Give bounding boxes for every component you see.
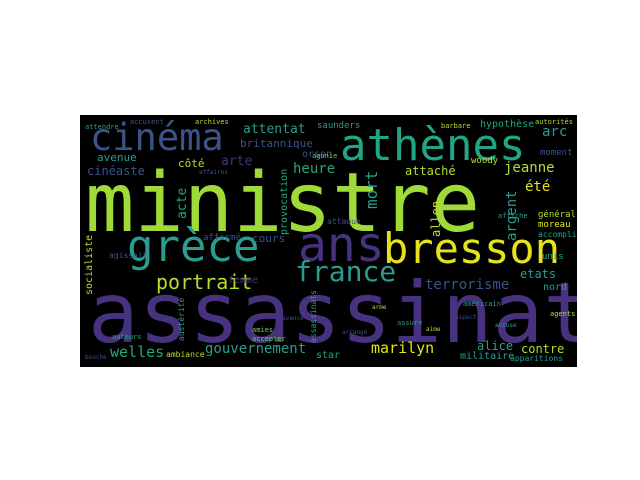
word-aime: aime [426,326,441,333]
word-grece: grèce [127,221,260,272]
word-assassinats: assassinats [309,290,318,343]
word-militaire: militaire [460,351,515,362]
word-americain: américain [463,300,501,308]
word-ans: ans [298,217,385,273]
word-agents: agents [550,310,576,318]
word-france: france [295,255,397,288]
word-nord: nord [543,282,568,293]
word-autorites: autorités [535,118,573,126]
word-attache: attaché [405,164,456,178]
word-bouche: bouche [85,354,107,361]
word-bresson: bresson [383,224,561,273]
word-avance: avance [282,315,304,322]
word-cinema: cinéma [90,116,224,159]
word-hypothese: hypothèse [480,119,535,130]
word-accepter: accepter [252,335,286,343]
word-arrange: arrangé [342,329,368,336]
word-affiche: affiche [498,212,528,220]
word-amies: amies [252,326,274,334]
word-accusent: accusent [130,118,164,126]
word-assure: assuré [397,319,423,327]
word-affirme: affirmé [203,233,241,243]
word-moreau: moreau [538,220,571,230]
word-allen: allen [429,200,443,237]
word-femme: femme [228,275,259,286]
word-general: général [538,210,576,220]
word-contre: contre [521,342,565,356]
word-accuse: accuse [495,322,517,329]
word-arme: arme [372,304,387,311]
word-portrait: portrait [156,270,253,294]
word-ministre: ministre [85,156,480,251]
word-cours: cours [252,232,286,245]
word-gouvernement: gouvernement [205,341,307,357]
word-etats: etats [520,267,557,281]
word-saunders: saunders [317,121,361,131]
word-heure: heure [293,161,336,177]
word-argent: argent [504,190,520,241]
word-star: star [316,350,341,361]
word-ete: été [525,179,551,195]
word-attentat: attentat [243,122,306,137]
word-austerite: austérité [177,297,186,341]
word-aspect: aspect [455,314,477,321]
word-archives: archives [195,118,229,126]
word-auteurs: auteurs [112,333,142,341]
word-ambiance: ambiance [166,350,205,359]
word-acte: acte [175,187,190,219]
word-accompli: accompli [538,230,577,239]
word-cineaste: cinéaste [87,164,145,178]
word-marilyn: marilyn [371,339,435,357]
word-cloud: assassinat ministre grèce ans bresson at… [80,115,577,367]
word-jeanne: jeanne [504,160,555,176]
word-arc: arc [542,124,568,140]
word-agonie: agonie [312,152,338,160]
word-socialiste: socialiste [84,234,95,295]
word-apparitions: apparitions [510,354,563,363]
word-athenes: athènes [340,120,526,171]
word-alice: alice [477,339,514,353]
word-moment: moment [540,148,573,158]
word-assassinat: assassinat [88,264,577,362]
word-affaires: affaires [199,169,228,176]
word-attendre: attendre [85,123,119,131]
word-terrorisme: terrorisme [425,277,510,293]
word-britannique: britannique [240,137,313,150]
word-unis: unis [542,252,564,262]
word-provocation: provocation [279,168,290,235]
word-orson: orson [302,149,333,160]
word-avenue: avenue [97,151,137,164]
word-arte: arte [221,154,253,169]
word-attaque: attaque [327,217,361,226]
word-welles: welles [110,343,165,361]
word-woody: woody [471,156,499,166]
word-mort: mort [362,170,381,209]
word-cote: côté [178,157,205,170]
word-agissait: agissait [109,251,148,260]
word-barbare: barbare [441,122,471,130]
